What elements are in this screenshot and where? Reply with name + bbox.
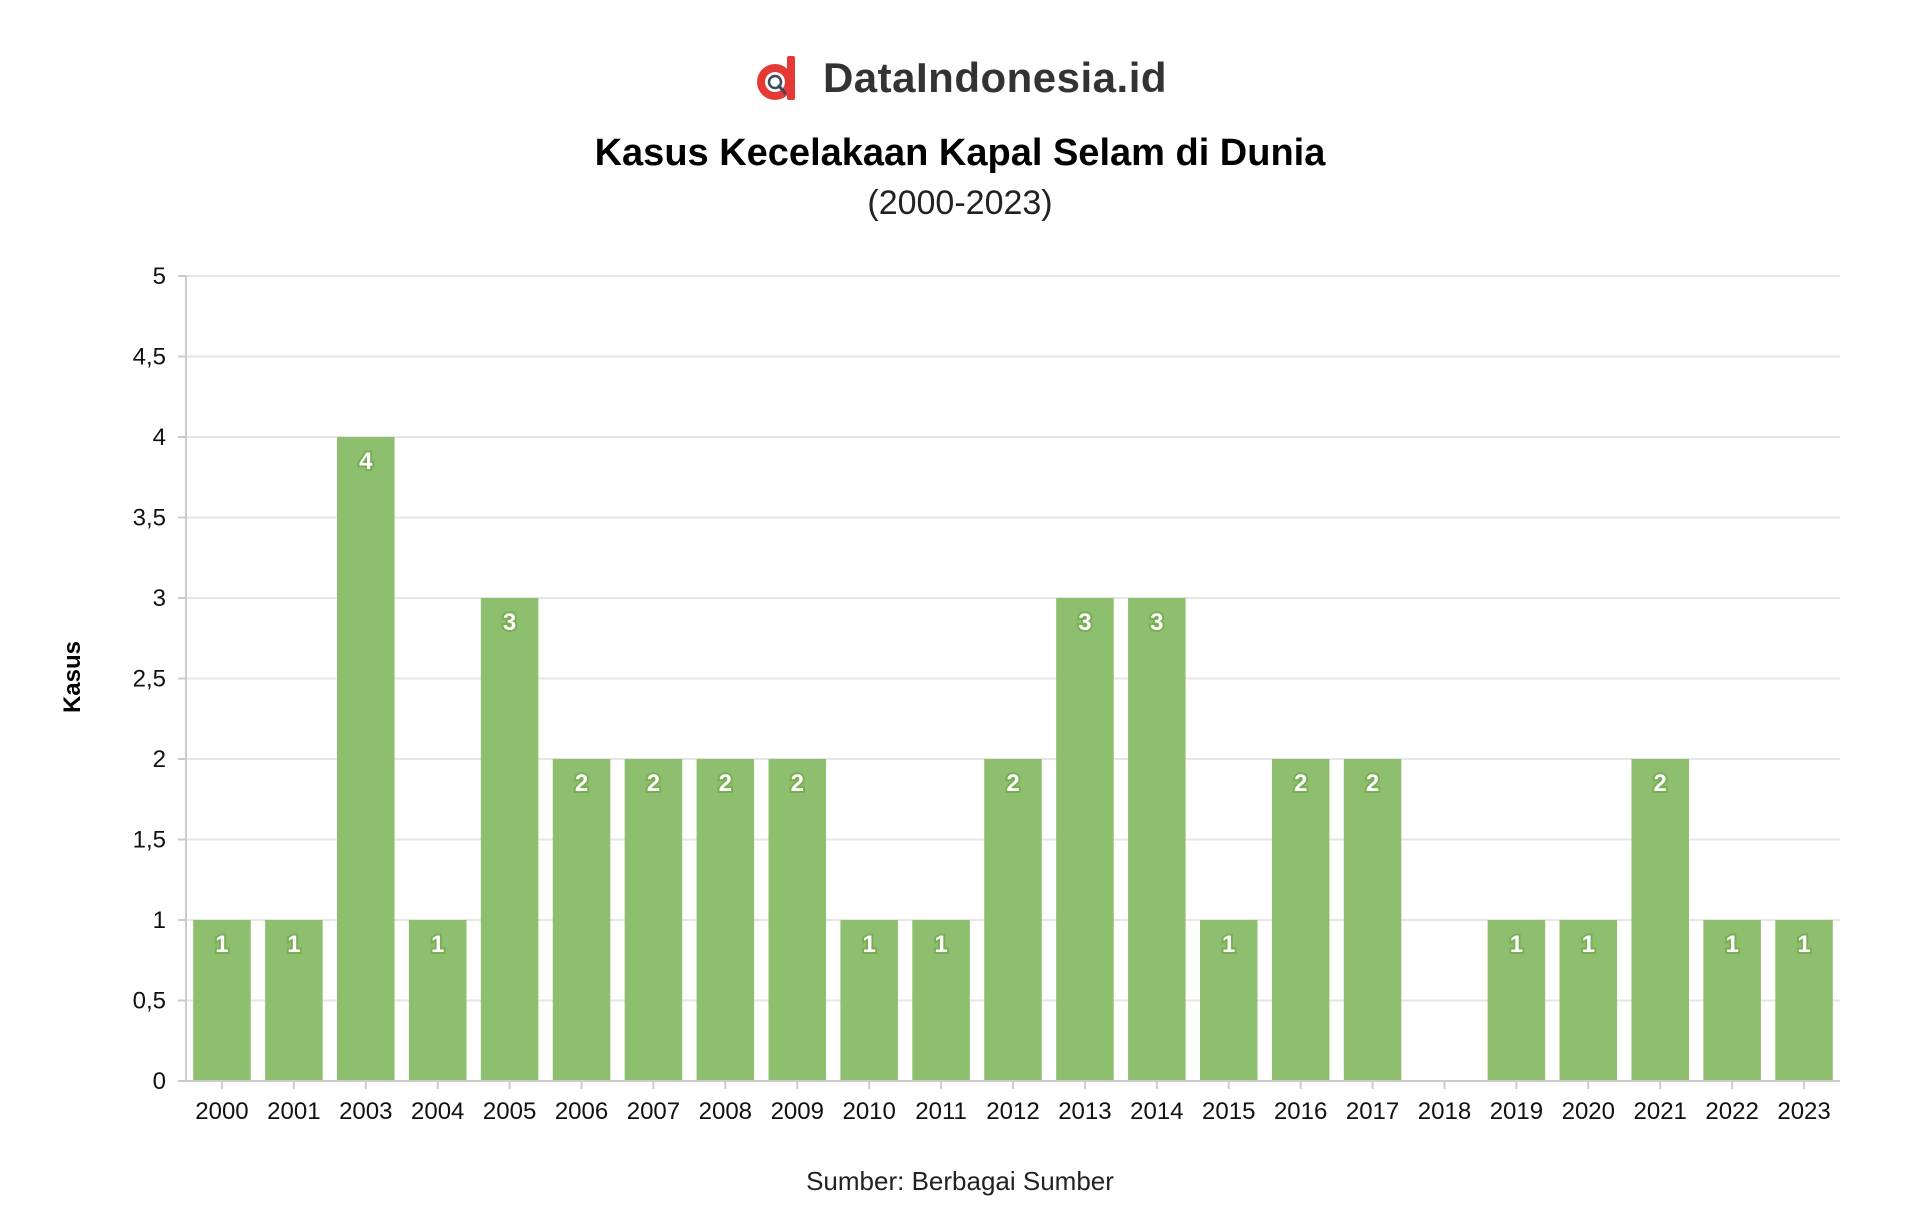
- y-tick-label: 0,5: [133, 988, 166, 1015]
- data-label: 2: [1366, 770, 1379, 797]
- data-label: 2: [1294, 770, 1307, 797]
- x-tick-label: 2005: [483, 1098, 536, 1125]
- data-label: 1: [1725, 931, 1738, 958]
- x-tick-label: 2008: [699, 1098, 752, 1125]
- data-label: 3: [1150, 609, 1163, 636]
- x-tick-label: 2001: [267, 1098, 320, 1125]
- data-label: 4: [359, 448, 373, 475]
- x-tick-label: 2009: [771, 1098, 824, 1125]
- x-tick-label: 2019: [1490, 1098, 1543, 1125]
- data-label: 2: [791, 770, 804, 797]
- x-tick-label: 2022: [1705, 1098, 1758, 1125]
- data-label: 1: [1582, 931, 1595, 958]
- y-tick-label: 3,5: [133, 505, 166, 532]
- data-label: 1: [1797, 931, 1810, 958]
- bar: [265, 920, 323, 1081]
- bar: [1128, 598, 1186, 1081]
- bar: [984, 759, 1042, 1081]
- x-tick-label: 2011: [915, 1098, 967, 1125]
- bar: [1271, 759, 1330, 1081]
- data-label: 3: [1078, 609, 1091, 636]
- x-tick-label: 2004: [411, 1098, 464, 1125]
- axes: 0 0,5 1 1,5 2 2,5 3 3,5 4 4,5 5 2000 2001 2003 2004 200…: [133, 263, 1840, 1125]
- bars: [193, 437, 1833, 1081]
- chart-subtitle: (2000-2023): [867, 184, 1053, 222]
- data-label: 1: [862, 931, 875, 958]
- brand-header: DataIndonesia.id: [0, 48, 1920, 108]
- bar: [193, 920, 251, 1081]
- bar: [1631, 759, 1689, 1081]
- bar: [408, 920, 467, 1081]
- x-tick-label: 2017: [1346, 1098, 1399, 1125]
- data-label: 1: [431, 931, 444, 958]
- bar: [552, 759, 611, 1081]
- x-tick-label: 2010: [842, 1098, 895, 1125]
- bar: [624, 759, 683, 1081]
- x-tick-label: 2012: [986, 1098, 1039, 1125]
- dataindonesia-logo-icon: [756, 56, 795, 100]
- bar: [696, 759, 755, 1081]
- brand-name: DataIndonesia.id: [822, 54, 1168, 101]
- data-labels: 1 1 4 1 3 2 2 2 2 1 1 2 3 3 1 2 2 1 1 2 1 1: [213, 446, 1812, 960]
- bar: [480, 598, 539, 1081]
- bar: [1487, 920, 1546, 1081]
- data-label: 1: [287, 931, 300, 958]
- bar: [1775, 920, 1833, 1081]
- y-tick-label: 5: [153, 263, 166, 290]
- y-tick-label: 4,5: [133, 344, 166, 371]
- source-note: Sumber: Berbagai Sumber: [806, 1166, 1114, 1196]
- bar: [1056, 598, 1114, 1081]
- data-label: 2: [719, 770, 732, 797]
- bar: [912, 920, 970, 1081]
- chart-title: Kasus Kecelakaan Kapal Selam di Dunia: [594, 132, 1326, 174]
- data-label: 2: [575, 770, 588, 797]
- x-tick-label: 2006: [555, 1098, 608, 1125]
- y-tick-label: 2: [153, 746, 166, 773]
- data-label: 1: [1222, 931, 1235, 958]
- y-tick-label: 2,5: [133, 666, 166, 693]
- y-axis-label: Kasus: [59, 641, 86, 713]
- x-tick-label: 2015: [1202, 1098, 1255, 1125]
- x-tick-label: 2003: [339, 1098, 392, 1125]
- bar: [1343, 759, 1402, 1081]
- y-tick-label: 1: [153, 907, 166, 934]
- y-tick-label: 0: [153, 1068, 166, 1095]
- bar-chart: 0 0,5 1 1,5 2 2,5 3 3,5 4 4,5 5 2000 2001 2003 2004 200…: [59, 263, 1840, 1125]
- x-tick-label: 2000: [195, 1098, 248, 1125]
- bar: [1199, 920, 1258, 1081]
- x-tick-label: 2018: [1418, 1098, 1471, 1125]
- x-tick-label: 2013: [1058, 1098, 1111, 1125]
- bar: [337, 437, 395, 1081]
- data-label: 3: [503, 609, 516, 636]
- x-tick-label: 2023: [1777, 1098, 1830, 1125]
- y-tick-label: 1,5: [133, 827, 166, 854]
- bar: [840, 920, 898, 1081]
- x-tick-label: 2016: [1274, 1098, 1327, 1125]
- data-label: 2: [1006, 770, 1019, 797]
- y-tick-label: 4: [153, 424, 166, 451]
- data-label: 1: [1510, 931, 1523, 958]
- x-tick-label: 2014: [1130, 1098, 1183, 1125]
- bar: [1559, 920, 1618, 1081]
- data-label: 2: [1654, 770, 1667, 797]
- x-tick-label: 2021: [1634, 1098, 1687, 1125]
- bar: [1703, 920, 1761, 1081]
- x-tick-label: 2007: [627, 1098, 680, 1125]
- data-label: 1: [934, 931, 947, 958]
- data-label: 2: [647, 770, 660, 797]
- data-label: 1: [215, 931, 228, 958]
- y-tick-label: 3: [153, 585, 166, 612]
- bar: [768, 759, 827, 1081]
- x-tick-label: 2020: [1562, 1098, 1615, 1125]
